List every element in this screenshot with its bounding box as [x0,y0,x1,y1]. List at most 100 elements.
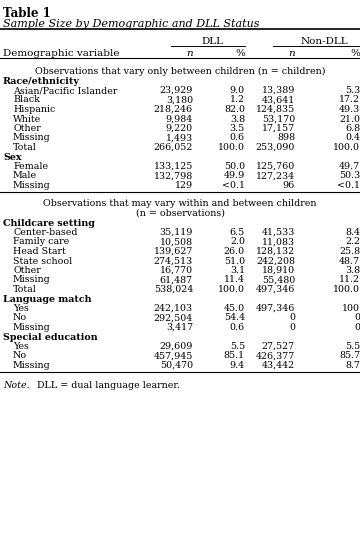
Text: 5.5: 5.5 [345,342,360,351]
Text: 85.1: 85.1 [224,352,245,360]
Text: Male: Male [13,171,37,180]
Text: 25.8: 25.8 [339,247,360,256]
Text: 55,480: 55,480 [262,275,295,285]
Text: DLL = dual language learner.: DLL = dual language learner. [31,380,180,390]
Text: 50,470: 50,470 [160,361,193,370]
Text: 21.0: 21.0 [339,114,360,124]
Text: 100: 100 [342,304,360,313]
Text: 139,627: 139,627 [154,247,193,256]
Text: 5.3: 5.3 [345,86,360,95]
Text: 100.0: 100.0 [218,143,245,152]
Text: 61,487: 61,487 [160,275,193,285]
Text: 0: 0 [289,323,295,332]
Text: 18,910: 18,910 [262,266,295,275]
Text: 35,119: 35,119 [159,228,193,237]
Text: 45.0: 45.0 [224,304,245,313]
Text: 1,493: 1,493 [166,133,193,143]
Text: 26.0: 26.0 [224,247,245,256]
Text: 17,157: 17,157 [262,124,295,133]
Text: 538,024: 538,024 [154,285,193,294]
Text: 3.8: 3.8 [230,114,245,124]
Text: 292,504: 292,504 [154,313,193,322]
Text: 128,132: 128,132 [256,247,295,256]
Text: 6.8: 6.8 [345,124,360,133]
Text: 10,508: 10,508 [160,237,193,247]
Text: 6.5: 6.5 [230,228,245,237]
Text: 49.9: 49.9 [224,171,245,180]
Text: 16,770: 16,770 [160,266,193,275]
Text: Sample Size by Demographic and DLL Status: Sample Size by Demographic and DLL Statu… [3,19,260,29]
Text: Total: Total [13,285,37,294]
Text: Table 1: Table 1 [3,7,51,20]
Text: 127,234: 127,234 [256,171,295,180]
Text: <0.1: <0.1 [337,181,360,190]
Text: Head Start: Head Start [13,247,66,256]
Text: 2.2: 2.2 [345,237,360,247]
Text: Missing: Missing [13,323,51,332]
Text: 132,798: 132,798 [154,171,193,180]
Text: 124,835: 124,835 [256,105,295,114]
Text: 17.2: 17.2 [339,95,360,105]
Text: Asian/Pacific Islander: Asian/Pacific Islander [13,86,117,95]
Text: n: n [288,49,295,58]
Text: Missing: Missing [13,361,51,370]
Text: Missing: Missing [13,181,51,190]
Text: 242,208: 242,208 [256,256,295,266]
Text: Childcare setting: Childcare setting [3,218,95,228]
Text: 218,246: 218,246 [154,105,193,114]
Text: 54.4: 54.4 [224,313,245,322]
Text: 497,346: 497,346 [256,304,295,313]
Text: 9,220: 9,220 [166,124,193,133]
Text: %: % [235,49,245,58]
Text: Yes: Yes [13,304,29,313]
Text: 51.0: 51.0 [224,256,245,266]
Text: 3.5: 3.5 [230,124,245,133]
Text: 0: 0 [354,323,360,332]
Text: 0.6: 0.6 [230,323,245,332]
Text: 8.7: 8.7 [345,361,360,370]
Text: 426,377: 426,377 [256,352,295,360]
Text: 100.0: 100.0 [333,285,360,294]
Text: 100.0: 100.0 [218,285,245,294]
Text: 11.4: 11.4 [224,275,245,285]
Text: 0: 0 [354,313,360,322]
Text: 3.1: 3.1 [230,266,245,275]
Text: 457,945: 457,945 [154,352,193,360]
Text: Special education: Special education [3,332,98,341]
Text: 27,527: 27,527 [262,342,295,351]
Text: 125,760: 125,760 [256,162,295,171]
Text: Observations that vary only between children (n = children): Observations that vary only between chil… [35,67,325,76]
Text: 82.0: 82.0 [224,105,245,114]
Text: 898: 898 [277,133,295,143]
Text: Black: Black [13,95,40,105]
Text: 43,641: 43,641 [262,95,295,105]
Text: 43,442: 43,442 [262,361,295,370]
Text: Demographic variable: Demographic variable [3,49,120,58]
Text: 50.3: 50.3 [339,171,360,180]
Text: White: White [13,114,41,124]
Text: 96: 96 [283,181,295,190]
Text: 242,103: 242,103 [154,304,193,313]
Text: 3,417: 3,417 [166,323,193,332]
Text: %: % [350,49,360,58]
Text: 133,125: 133,125 [154,162,193,171]
Text: 23,929: 23,929 [159,86,193,95]
Text: 13,389: 13,389 [262,86,295,95]
Text: 3,180: 3,180 [166,95,193,105]
Text: 29,609: 29,609 [159,342,193,351]
Text: (n = observations): (n = observations) [135,209,225,218]
Text: Family care: Family care [13,237,69,247]
Text: 48.7: 48.7 [339,256,360,266]
Text: Other: Other [13,266,41,275]
Text: DLL: DLL [201,37,223,46]
Text: 253,090: 253,090 [256,143,295,152]
Text: Observations that may vary within and between children: Observations that may vary within and be… [43,199,317,209]
Text: 50.0: 50.0 [224,162,245,171]
Text: 53,170: 53,170 [262,114,295,124]
Text: No: No [13,313,27,322]
Text: Missing: Missing [13,275,51,285]
Text: 1.2: 1.2 [230,95,245,105]
Text: State school: State school [13,256,72,266]
Text: 49.3: 49.3 [339,105,360,114]
Text: <0.1: <0.1 [222,181,245,190]
